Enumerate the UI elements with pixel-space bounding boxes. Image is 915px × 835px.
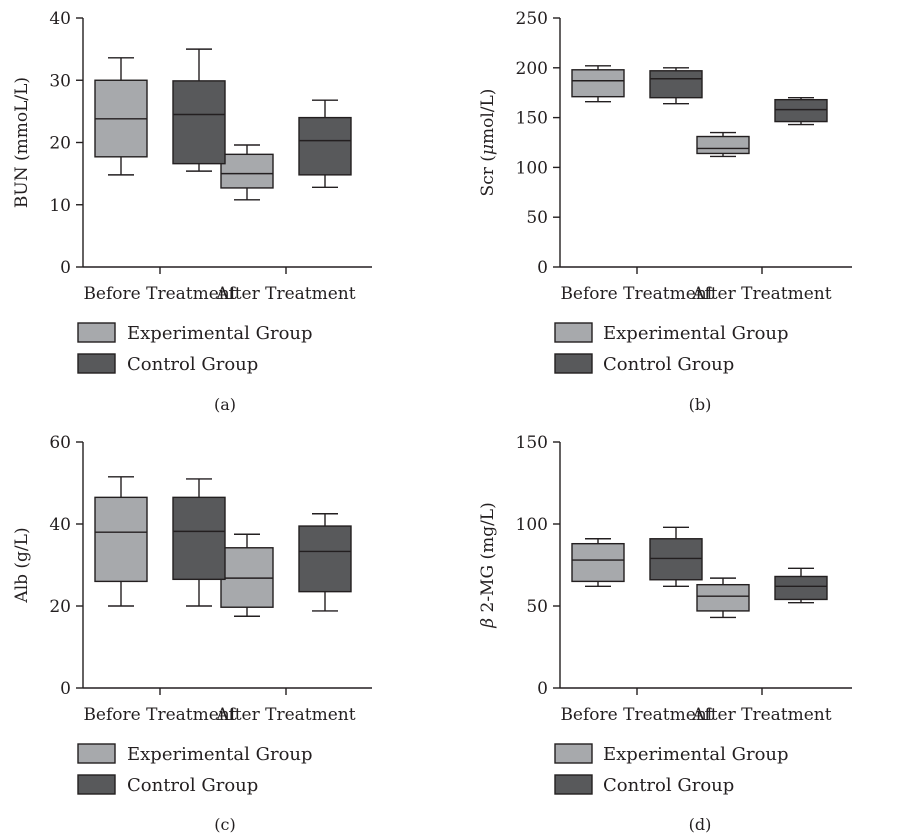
y-axis-label-symbol: β <box>478 618 498 629</box>
y-tick-label: 40 <box>49 9 71 29</box>
chart-panel-0: 0 10 20 30 40 BUN (mmoL/L) Before TreatmentAft… <box>12 9 372 414</box>
box-control-0 <box>172 48 226 172</box>
box-iqr <box>774 98 828 123</box>
box-experimental-1 <box>696 131 750 158</box>
y-tick-label: 0 <box>60 258 71 278</box>
box-iqr <box>298 116 352 176</box>
chart-panel-1: 0 50 100 150 200 250 Scr (μmol/L) Before Treatm… <box>478 9 852 414</box>
panel-label: (b) <box>689 395 712 414</box>
box-experimental-0 <box>571 538 625 588</box>
y-tick-label: 50 <box>526 597 548 617</box>
x-tick-label: Before Treatment <box>83 284 236 304</box>
x-tick-label: After Treatment <box>691 705 831 725</box>
box-iqr <box>571 69 625 98</box>
box-control-1 <box>298 513 352 612</box>
box-iqr <box>774 575 828 601</box>
y-tick-label: 30 <box>49 71 71 91</box>
x-tick-label: After Treatment <box>691 284 831 304</box>
y-axis-label-text: mol/L) <box>478 89 498 144</box>
box-experimental-0 <box>94 476 148 607</box>
legend-label-control: Control Group <box>127 775 258 796</box>
legend-swatch-control <box>554 353 593 374</box>
box-iqr <box>172 496 226 581</box>
legend-swatch-control <box>77 353 116 374</box>
y-axis-label: β 2-MG (mg/L) <box>478 502 498 628</box>
y-tick-label: 20 <box>49 597 71 617</box>
y-axis-label-text: Alb (g/L) <box>12 527 32 603</box>
box-experimental-0 <box>571 65 625 103</box>
y-tick-label: 0 <box>60 679 71 699</box>
x-tick-label: Before Treatment <box>83 705 236 725</box>
y-tick-label: 250 <box>516 9 548 29</box>
y-tick-label: 40 <box>49 515 71 535</box>
box-iqr <box>298 525 352 593</box>
legend-label-control: Control Group <box>603 775 734 796</box>
box-experimental-1 <box>220 144 274 201</box>
legend-label-experimental: Experimental Group <box>127 744 313 765</box>
box-iqr <box>649 70 703 99</box>
panel-label: (a) <box>214 395 236 414</box>
box-control-1 <box>298 99 352 189</box>
y-tick-label: 150 <box>516 109 548 129</box>
y-axis-label-symbol: μ <box>478 144 498 155</box>
chart-panel-3: 0 50 100 150 β 2-MG (mg/L) Before TreatmentAf… <box>478 433 852 834</box>
box-iqr <box>220 153 274 189</box>
legend-label-control: Control Group <box>603 354 734 375</box>
legend-swatch-control <box>77 774 116 795</box>
y-axis-label: Scr (μmol/L) <box>478 89 498 197</box>
y-axis-label-text: 2-MG (mg/L) <box>478 502 498 618</box>
legend-label-experimental: Experimental Group <box>603 323 789 344</box>
box-control-1 <box>774 96 828 126</box>
y-axis-label: Alb (g/L) <box>12 527 32 603</box>
legend-swatch-experimental <box>554 322 593 343</box>
y-axis-label-text: Scr ( <box>478 155 498 196</box>
y-axis-label-text: BUN (mmoL/L) <box>12 77 32 208</box>
y-tick-label: 150 <box>516 433 548 453</box>
y-tick-label: 100 <box>516 515 548 535</box>
box-iqr <box>172 80 226 165</box>
box-experimental-0 <box>94 57 148 176</box>
box-iqr <box>94 496 148 583</box>
y-axis-label: BUN (mmoL/L) <box>12 77 32 208</box>
legend-swatch-control <box>554 774 593 795</box>
box-control-0 <box>649 526 703 588</box>
legend-label-control: Control Group <box>127 354 258 375</box>
y-tick-label: 200 <box>516 59 548 79</box>
y-tick-label: 50 <box>526 208 548 228</box>
y-tick-label: 20 <box>49 134 71 154</box>
panel-label: (d) <box>689 815 712 834</box>
legend-swatch-experimental <box>77 743 116 764</box>
legend-swatch-experimental <box>554 743 593 764</box>
y-tick-label: 10 <box>49 196 71 216</box>
legend-label-experimental: Experimental Group <box>127 323 313 344</box>
y-tick-label: 0 <box>537 258 548 278</box>
y-tick-label: 60 <box>49 433 71 453</box>
box-control-0 <box>172 478 226 607</box>
legend-swatch-experimental <box>77 322 116 343</box>
box-control-1 <box>774 567 828 604</box>
y-tick-label: 0 <box>537 679 548 699</box>
x-tick-label: Before Treatment <box>560 705 713 725</box>
x-tick-label: After Treatment <box>215 284 355 304</box>
box-experimental-1 <box>220 533 274 617</box>
box-iqr <box>571 542 625 583</box>
box-control-0 <box>649 67 703 105</box>
x-tick-label: After Treatment <box>215 705 355 725</box>
x-tick-label: Before Treatment <box>560 284 713 304</box>
panel-label: (c) <box>214 815 235 834</box>
box-iqr <box>696 583 750 612</box>
box-iqr <box>696 135 750 155</box>
legend-label-experimental: Experimental Group <box>603 744 789 765</box>
y-tick-label: 100 <box>516 158 548 178</box>
box-iqr <box>649 538 703 581</box>
box-experimental-1 <box>696 577 750 619</box>
